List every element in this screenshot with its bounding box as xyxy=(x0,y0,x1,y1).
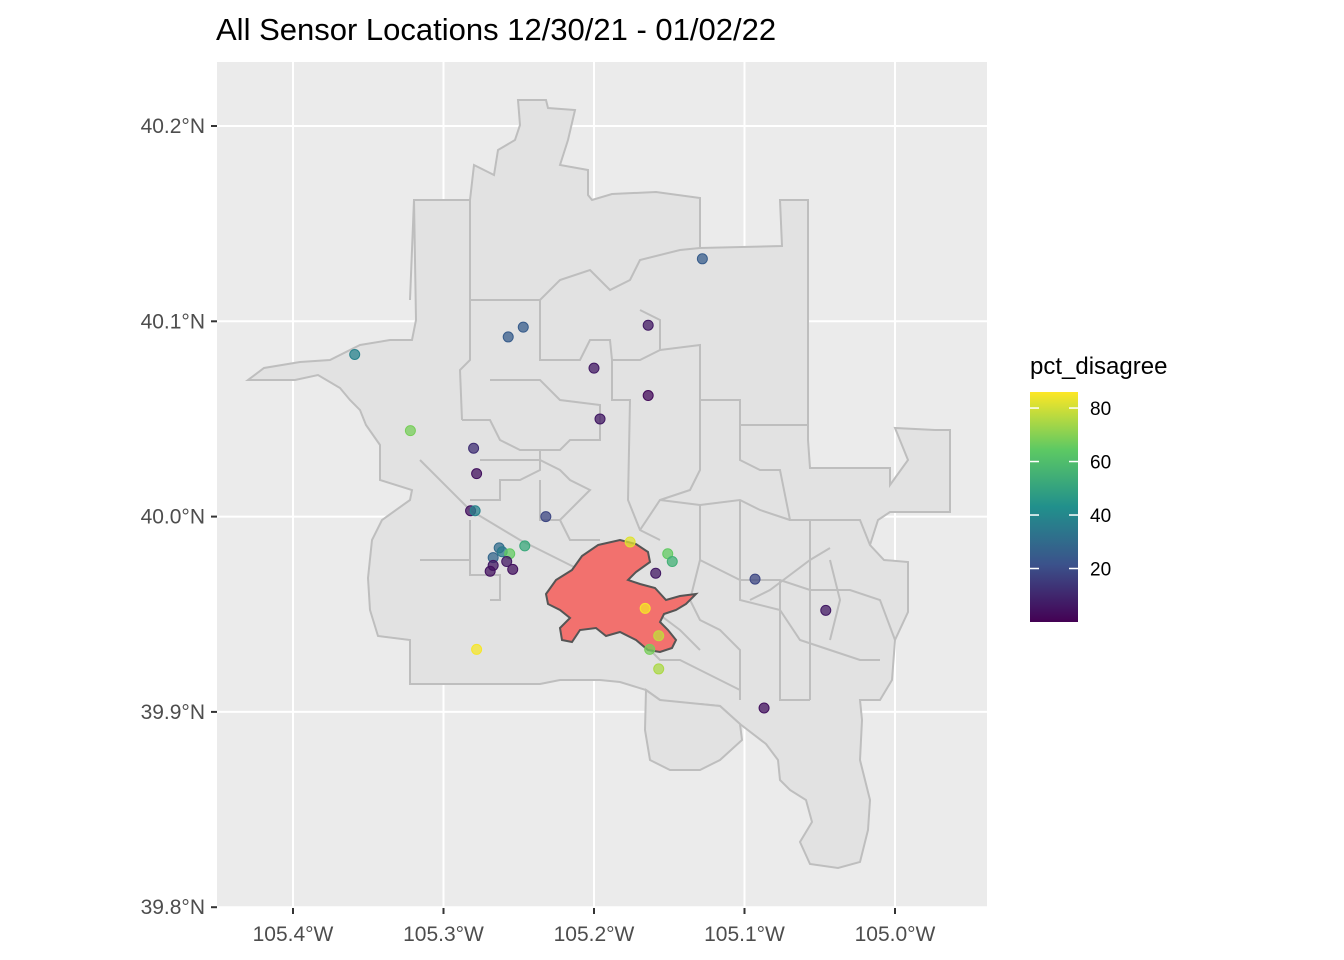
sensor-point xyxy=(588,362,600,374)
sensor-point xyxy=(650,567,662,579)
legend-title: pct_disagree xyxy=(1030,353,1167,380)
sensor-point xyxy=(517,321,529,333)
y-tick-label: 40.0°N xyxy=(141,506,205,529)
region-outline xyxy=(245,99,951,870)
sensor-point xyxy=(519,540,531,552)
legend-ticks: 20 40 60 80 xyxy=(1030,399,1111,581)
legend-colorbar xyxy=(1030,392,1078,622)
sensor-point xyxy=(624,536,636,548)
sensor-point xyxy=(507,563,519,575)
sensor-point xyxy=(749,573,761,585)
x-tick-label: 105.0°W xyxy=(855,923,936,946)
sensor-point xyxy=(471,468,483,480)
sensor-point xyxy=(349,349,361,361)
legend-tick-label: 80 xyxy=(1090,399,1111,420)
legend: pct_disagree 20 40 60 80 xyxy=(1030,353,1167,622)
sensor-points xyxy=(349,253,832,714)
x-tick-label: 105.3°W xyxy=(403,923,484,946)
chart-title: All Sensor Locations 12/30/21 - 01/02/22 xyxy=(216,12,776,47)
y-tick-label: 40.1°N xyxy=(141,310,205,333)
sensor-point xyxy=(820,604,832,616)
y-tick-label: 40.2°N xyxy=(141,115,205,138)
legend-tick-label: 60 xyxy=(1090,453,1111,474)
sensor-point xyxy=(642,319,654,331)
sensor-point xyxy=(644,643,656,655)
sensor-point xyxy=(468,442,480,454)
x-tick-label: 105.1°W xyxy=(704,923,785,946)
sensor-point xyxy=(696,253,708,265)
sensor-point xyxy=(758,702,770,714)
y-tick-label: 39.8°N xyxy=(141,896,205,919)
sensor-point xyxy=(642,390,654,402)
x-tick-label: 105.4°W xyxy=(253,923,334,946)
sensor-point xyxy=(502,331,514,343)
sensor-point xyxy=(484,565,496,577)
sensor-point xyxy=(540,511,552,523)
sensor-point xyxy=(653,663,665,675)
x-axis: 105.4°W 105.3°W 105.2°W 105.1°W 105.0°W xyxy=(253,908,936,946)
sensor-point xyxy=(639,602,651,614)
sensor-point xyxy=(501,556,513,568)
y-axis: 39.8°N 39.9°N 40.0°N 40.1°N 40.2°N xyxy=(141,115,217,919)
sensor-point xyxy=(666,556,678,568)
fire-perimeter xyxy=(544,538,699,654)
sensor-point xyxy=(594,413,606,425)
sensor-point xyxy=(404,425,416,437)
sensor-point xyxy=(471,643,483,655)
sensor-point xyxy=(469,505,481,517)
x-tick-label: 105.2°W xyxy=(554,923,635,946)
region-outline-south xyxy=(643,688,744,771)
legend-tick-label: 20 xyxy=(1090,560,1111,581)
legend-tick-label: 40 xyxy=(1090,506,1111,527)
y-tick-label: 39.9°N xyxy=(141,701,205,724)
sensor-point xyxy=(653,630,665,642)
